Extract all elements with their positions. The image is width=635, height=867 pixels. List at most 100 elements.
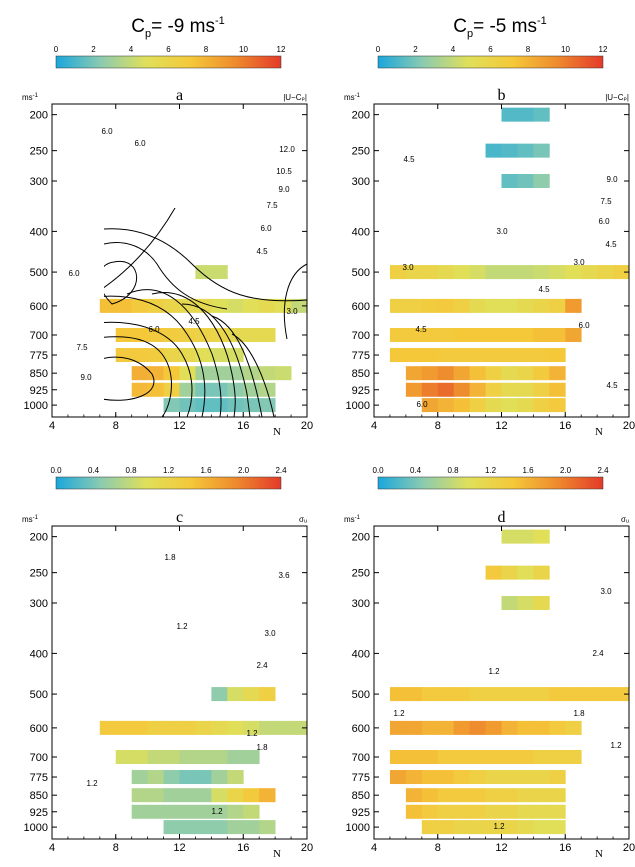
heatmap-cell	[533, 529, 550, 544]
heatmap-cell	[549, 720, 566, 735]
y-tick-label: 1000	[346, 400, 370, 412]
x-tick-label: 4	[371, 842, 377, 854]
unit-label: ms-1	[344, 93, 361, 102]
y-tick-label: 400	[30, 648, 48, 660]
contour-line	[584, 104, 629, 112]
heatmap-cell	[163, 770, 180, 785]
x-tick-label: 12	[173, 842, 185, 854]
heatmap-cell	[179, 820, 196, 835]
colorbar-tick-label: 0.8	[447, 466, 459, 475]
heatmap-cell	[211, 348, 228, 363]
heatmap-cell	[179, 348, 196, 363]
x-tick-label: 16	[237, 420, 249, 432]
heatmap-cell	[227, 770, 244, 785]
heatmap-cell	[565, 265, 582, 280]
heatmap-cell	[195, 804, 212, 819]
panel-corner-label: |U−Cₚ|	[605, 93, 629, 102]
heatmap-cell	[259, 298, 276, 313]
heatmap-cell	[485, 298, 502, 313]
heatmap-cell	[501, 749, 518, 764]
y-tick-label: 500	[352, 689, 370, 701]
heatmap-cell	[211, 720, 228, 735]
heatmap-cell	[565, 687, 582, 702]
y-tick-label: 925	[30, 807, 48, 819]
heatmap-cell	[115, 720, 133, 735]
heatmap-cell	[227, 348, 244, 363]
contour-label: 4.5	[605, 240, 617, 249]
heatmap-cell	[131, 804, 149, 819]
heatmap-cell	[163, 804, 180, 819]
heatmap-cell	[147, 770, 164, 785]
heatmap-cell	[99, 720, 117, 735]
heatmap-cell	[163, 749, 180, 764]
contour-label: 9.0	[278, 185, 290, 194]
contour-line	[151, 292, 236, 418]
heatmap-cell	[405, 327, 423, 342]
x-tick-label: 20	[301, 842, 313, 854]
colorbar-tick-label: 4	[451, 45, 456, 54]
heatmap-cell	[227, 749, 244, 764]
heatmap-cell	[131, 348, 149, 363]
colorbar-tick-label: 0	[54, 45, 59, 54]
heatmap-cell	[195, 749, 212, 764]
heatmap-cell	[163, 366, 180, 381]
heatmap-cell	[195, 788, 212, 803]
x-tick-label: 16	[559, 842, 571, 854]
heatmap-cell	[163, 398, 180, 413]
contour-label: 4.5	[403, 155, 415, 164]
heatmap-cell	[549, 366, 566, 381]
heatmap-cell	[389, 298, 407, 313]
y-tick-label: 200	[352, 532, 370, 544]
x-tick-label: 4	[49, 842, 55, 854]
heatmap-cell	[517, 565, 534, 580]
heatmap-cell	[227, 804, 244, 819]
heatmap-cell	[147, 382, 164, 397]
heatmap-cell	[259, 366, 276, 381]
x-tick-label: 12	[173, 420, 185, 432]
heatmap-cell	[485, 327, 502, 342]
heatmap-cell	[549, 382, 566, 397]
heatmap-cell	[501, 720, 518, 735]
colorbar-top-right: 0 2 4 6 8 10 12	[376, 45, 608, 69]
y-tick-label: 925	[352, 385, 370, 397]
heatmap-cell	[501, 804, 518, 819]
heatmap-cell	[469, 366, 486, 381]
heatmap-cell	[259, 788, 276, 803]
heatmap-cell	[437, 366, 455, 381]
contour-line	[210, 104, 307, 164]
contour-line	[584, 526, 629, 554]
colorbar-tick-label: 2.4	[597, 466, 609, 475]
heatmap-cell	[421, 298, 439, 313]
heatmap-cell	[485, 265, 502, 280]
heatmap-cell	[453, 298, 471, 313]
y-tick-label: 775	[352, 350, 370, 362]
x-axis-label: N	[273, 848, 281, 860]
contour-line	[414, 122, 470, 200]
heatmap-cell	[163, 298, 180, 313]
heatmap-cell	[243, 804, 260, 819]
x-tick-label: 8	[435, 420, 441, 432]
heatmap-cell	[163, 327, 180, 342]
heatmap-cell	[581, 265, 598, 280]
heatmap-cell	[421, 770, 439, 785]
heatmap-cell	[453, 804, 471, 819]
heatmap-cell	[549, 265, 566, 280]
y-tick-label: 850	[352, 368, 370, 380]
heatmap-cell	[485, 720, 502, 735]
contour-line	[231, 333, 275, 418]
heatmap-cell	[501, 595, 518, 610]
heatmap-cell	[501, 366, 518, 381]
heatmap-cells	[99, 687, 307, 835]
heatmap-cell	[533, 327, 550, 342]
heatmap-cell	[147, 327, 164, 342]
heatmap-cell	[485, 348, 502, 363]
contour-label: 4.5	[256, 247, 268, 256]
heatmap-cell	[469, 749, 486, 764]
y-tick-label: 1000	[24, 822, 48, 834]
heatmap-cell	[243, 298, 260, 313]
heatmap-cell	[131, 770, 149, 785]
unit-label: ms-1	[22, 93, 39, 102]
contour-label: 3.0	[496, 227, 508, 236]
colorbar-tick-label: 10	[561, 45, 570, 54]
colorbar-tick-label: 0	[376, 45, 381, 54]
